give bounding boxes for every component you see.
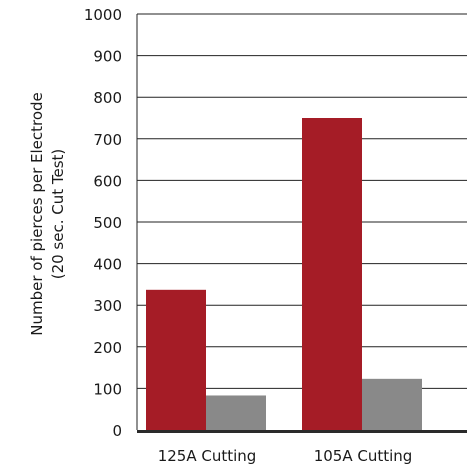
y-axis-title-line2: (20 sec. Cut Test) [49, 149, 67, 280]
bar-red-0 [146, 289, 206, 430]
y-tick-label-0: 0 [112, 422, 122, 440]
y-tick-label-800: 800 [93, 89, 122, 107]
x-category-label-0: 125A Cutting [158, 447, 257, 465]
y-axis-title: Number of pierces per Electrode (20 sec.… [28, 92, 67, 336]
y-tick-label-500: 500 [93, 214, 122, 232]
y-tick-label-200: 200 [93, 339, 122, 357]
bar-gray-0 [206, 395, 266, 430]
y-tick-label-1000: 1000 [84, 6, 122, 24]
y-tick-label-700: 700 [93, 131, 122, 149]
x-category-labels: 125A Cutting 105A Cutting [158, 447, 413, 465]
axes [136, 14, 467, 433]
x-category-label-1: 105A Cutting [314, 447, 413, 465]
y-tick-label-100: 100 [93, 380, 122, 398]
bar-red-1 [302, 118, 362, 430]
bars [146, 118, 422, 430]
y-tick-label-300: 300 [93, 297, 122, 315]
y-tick-label-900: 900 [93, 48, 122, 66]
y-tick-label-600: 600 [93, 172, 122, 190]
y-axis-title-line1: Number of pierces per Electrode [28, 92, 46, 336]
y-tick-labels: 0 100 200 300 400 500 600 700 800 900 1000 [84, 6, 122, 440]
y-tick-label-400: 400 [93, 256, 122, 274]
bar-gray-1 [362, 378, 422, 430]
